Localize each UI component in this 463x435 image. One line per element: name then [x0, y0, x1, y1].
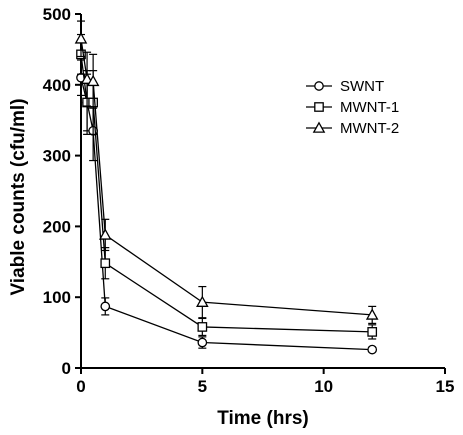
x-tick-label: 0 [76, 377, 85, 396]
data-point-mwnt-2 [86, 74, 100, 87]
y-tick-label: 300 [43, 147, 71, 166]
legend-item-mwnt-2: MWNT-2 [306, 120, 399, 137]
data-point-mwnt-2 [196, 295, 209, 307]
legend-marker [314, 81, 324, 91]
series-layer [74, 20, 379, 355]
data-point-mwnt-2 [98, 228, 112, 240]
legend-marker [312, 121, 326, 133]
legend-marker [314, 102, 324, 112]
series-swnt [76, 59, 378, 355]
data-point-mwnt-1 [100, 258, 111, 269]
series-mwnt-2 [74, 20, 379, 324]
data-point-mwnt-1 [367, 327, 378, 337]
data-point-swnt [367, 344, 378, 355]
series-line-swnt [80, 77, 373, 351]
y-tick-label: 500 [43, 5, 71, 24]
series-line-mwnt-1 [80, 54, 373, 333]
x-tick-label: 10 [314, 377, 333, 396]
y-tick-label: 400 [43, 76, 71, 95]
y-tick-label: 100 [43, 288, 71, 307]
legend-label: MWNT-2 [340, 120, 399, 137]
legend-label: MWNT-1 [340, 99, 399, 116]
legend: SWNT MWNT-1 MWNT-2 [306, 78, 399, 137]
legend-item-swnt: SWNT [306, 78, 384, 95]
legend-label: SWNT [340, 78, 384, 95]
x-tick-label: 5 [198, 377, 207, 396]
y-tick-label: 0 [62, 359, 71, 378]
data-point-swnt [197, 337, 208, 348]
data-point-mwnt-2 [74, 32, 88, 44]
y-axis-title: Viable counts (cfu/ml) [8, 98, 29, 295]
x-axis-title: Time (hrs) [217, 408, 309, 429]
series-mwnt-1 [76, 33, 378, 340]
axes: 0 100 200 300 400 500 0 5 10 15 [43, 5, 455, 396]
series-line-mwnt-2 [80, 38, 373, 316]
legend-item-mwnt-1: MWNT-1 [306, 99, 399, 116]
y-tick-label: 200 [43, 217, 71, 236]
data-point-mwnt-2 [80, 72, 94, 84]
x-tick-label: 15 [436, 377, 455, 396]
data-point-mwnt-1 [197, 322, 208, 332]
data-point-mwnt-2 [365, 308, 379, 320]
data-point-swnt [100, 301, 111, 312]
